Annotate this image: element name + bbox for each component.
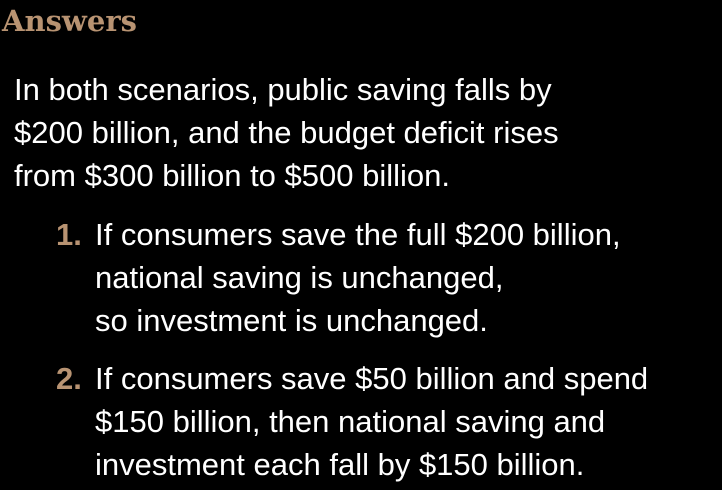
list-item-text: If consumers save $50 billion and spend … (95, 357, 648, 486)
list-item-line: If consumers save $50 billion and spend (95, 361, 649, 396)
intro-line: In both scenarios, public saving falls b… (14, 72, 552, 107)
list-number: 1. (56, 217, 82, 252)
list-item-line: If consumers save the full $200 billion, (95, 217, 621, 252)
list-item-line: $150 billion, then national saving and (95, 404, 606, 439)
intro-line: from $300 billion to $500 billion. (14, 158, 450, 193)
slide-title: Answers (2, 4, 137, 38)
list-item-line: national saving is unchanged, (95, 260, 504, 295)
list-item-line: so investment is unchanged. (95, 303, 488, 338)
list-number: 2. (56, 361, 82, 396)
intro-paragraph: In both scenarios, public saving falls b… (14, 68, 714, 197)
list-item-text: If consumers save the full $200 billion,… (95, 213, 621, 342)
list-item-line: investment each fall by $150 billion. (95, 447, 585, 482)
intro-line: $200 billion, and the budget deficit ris… (14, 115, 559, 150)
